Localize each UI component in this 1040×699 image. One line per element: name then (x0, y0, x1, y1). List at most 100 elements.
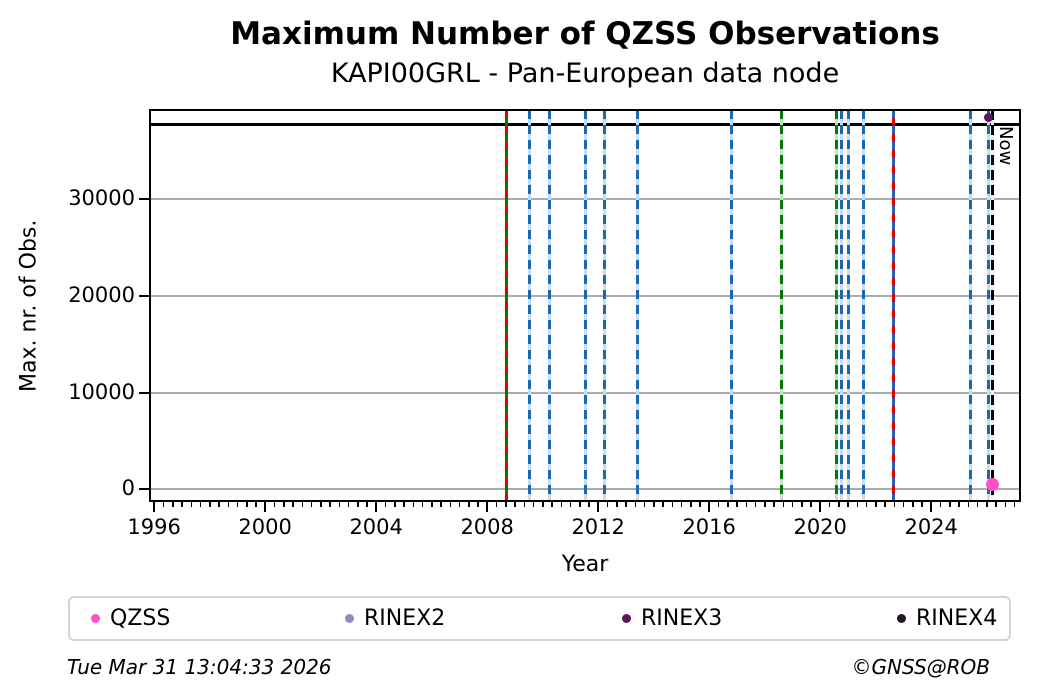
y-tick-label: 20000 (68, 282, 135, 307)
legend-marker-icon (622, 614, 631, 623)
x-tick-minor (1004, 502, 1007, 507)
x-tick-minor (745, 502, 748, 507)
x-tick-minor (236, 502, 239, 507)
x-tick-minor (616, 502, 618, 507)
x-tick-minor (662, 502, 664, 507)
y-tick-major (139, 294, 149, 297)
x-tick-minor (495, 502, 498, 507)
x-tick-minor (551, 502, 553, 507)
event-line (846, 110, 850, 501)
x-tick-minor (690, 502, 692, 507)
y-tick-major (139, 198, 149, 201)
y-tick-label: 0 (121, 476, 135, 501)
x-tick-minor (856, 502, 859, 507)
x-tick-minor (218, 502, 220, 507)
x-tick-minor (865, 502, 868, 507)
x-tick-minor (320, 502, 322, 507)
x-tick-minor (782, 502, 785, 507)
x-tick-minor (357, 502, 359, 507)
event-line (891, 110, 895, 501)
x-tick-minor (606, 502, 609, 507)
legend-label: RINEX3 (641, 606, 723, 631)
data-point-qzss (985, 478, 999, 492)
x-tick-minor (736, 502, 738, 507)
x-tick-minor (190, 502, 193, 507)
event-line (584, 110, 588, 501)
event-line (548, 110, 552, 501)
x-tick-minor (412, 502, 415, 507)
event-line (834, 110, 838, 501)
legend-label: QZSS (110, 606, 171, 631)
x-tick-minor (347, 502, 350, 507)
legend-item-rinex3: RINEX3 (622, 598, 722, 639)
x-tick-label: 2012 (571, 515, 625, 539)
x-tick-major (597, 502, 600, 512)
x-tick-label: 2016 (682, 515, 736, 539)
x-tick-minor (532, 502, 535, 507)
x-tick-minor (958, 502, 960, 507)
y-axis-title: Max. nr. of Obs. (16, 219, 42, 392)
now-line-label: Now (995, 126, 1017, 166)
x-tick-minor (283, 502, 285, 507)
footer-copyright: ©GNSS@ROB (851, 655, 991, 679)
x-tick-minor (699, 502, 701, 507)
x-tick-minor (366, 502, 368, 507)
x-tick-major (708, 502, 711, 512)
data-point-rinex3 (983, 113, 993, 123)
x-tick-major (153, 502, 156, 512)
x-tick-minor (680, 502, 683, 507)
x-tick-minor (227, 502, 230, 507)
x-tick-minor (199, 502, 202, 507)
x-tick-minor (773, 502, 775, 507)
x-tick-minor (449, 502, 452, 507)
legend-item-rinex2: RINEX2 (345, 598, 445, 639)
legend-item-qzss: QZSS (91, 598, 170, 639)
legend-marker-icon (91, 614, 100, 623)
x-tick-minor (505, 502, 507, 507)
x-tick-minor (884, 502, 886, 507)
event-line (861, 110, 865, 501)
x-tick-minor (384, 502, 387, 507)
x-tick-minor (542, 502, 544, 507)
x-tick-major (264, 502, 267, 512)
x-tick-minor (921, 502, 923, 507)
x-tick-minor (976, 502, 979, 507)
x-tick-minor (310, 502, 313, 507)
x-tick-minor (643, 502, 646, 507)
x-tick-label: 1996 (127, 515, 181, 539)
x-axis-title: Year (561, 552, 609, 577)
x-tick-minor (579, 502, 581, 507)
x-tick-minor (431, 502, 433, 507)
y-tick-label: 30000 (68, 186, 135, 211)
event-line (968, 110, 972, 501)
x-tick-minor (588, 502, 590, 507)
x-tick-minor (967, 502, 970, 507)
x-tick-minor (338, 502, 341, 507)
x-tick-minor (902, 502, 905, 507)
x-tick-label: 2024 (904, 515, 958, 539)
x-tick-label: 2020 (793, 515, 847, 539)
x-tick-minor (653, 502, 655, 507)
x-tick-minor (329, 502, 331, 507)
chart-title: Maximum Number of QZSS Observations (230, 16, 940, 52)
x-tick-minor (717, 502, 720, 507)
x-tick-minor (1013, 502, 1016, 507)
x-tick-minor (514, 502, 516, 507)
x-tick-minor (273, 502, 276, 507)
x-tick-minor (625, 502, 627, 507)
x-tick-minor (847, 502, 849, 507)
event-line (505, 110, 509, 501)
x-tick-minor (912, 502, 914, 507)
x-tick-label: 2000 (238, 515, 292, 539)
now-line (990, 110, 994, 501)
x-tick-minor (727, 502, 729, 507)
plot-area (150, 110, 1020, 501)
x-tick-minor (875, 502, 877, 507)
x-tick-minor (477, 502, 479, 507)
x-tick-minor (634, 502, 637, 507)
x-tick-minor (523, 502, 526, 507)
x-tick-minor (671, 502, 674, 507)
x-tick-minor (440, 502, 442, 507)
x-tick-minor (394, 502, 396, 507)
